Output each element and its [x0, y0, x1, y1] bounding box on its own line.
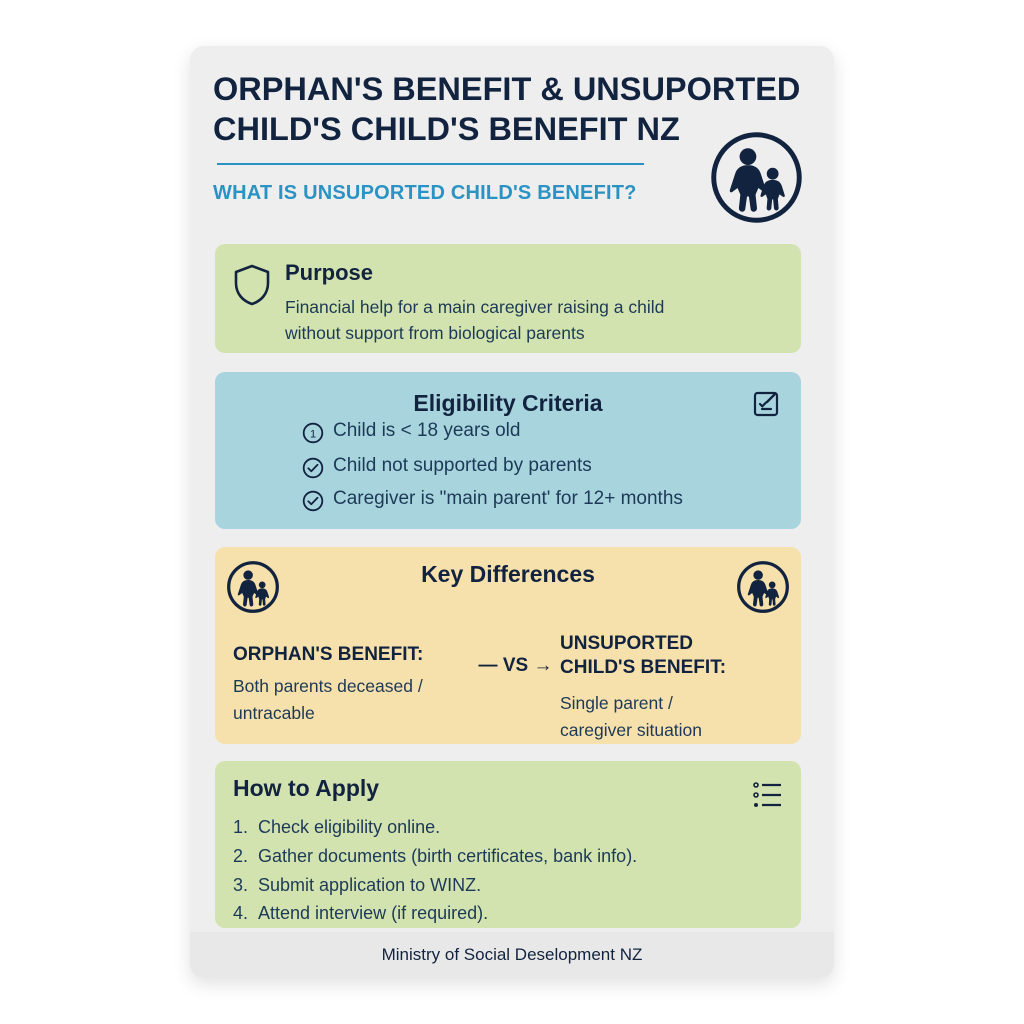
svg-text:1: 1 — [310, 429, 316, 441]
